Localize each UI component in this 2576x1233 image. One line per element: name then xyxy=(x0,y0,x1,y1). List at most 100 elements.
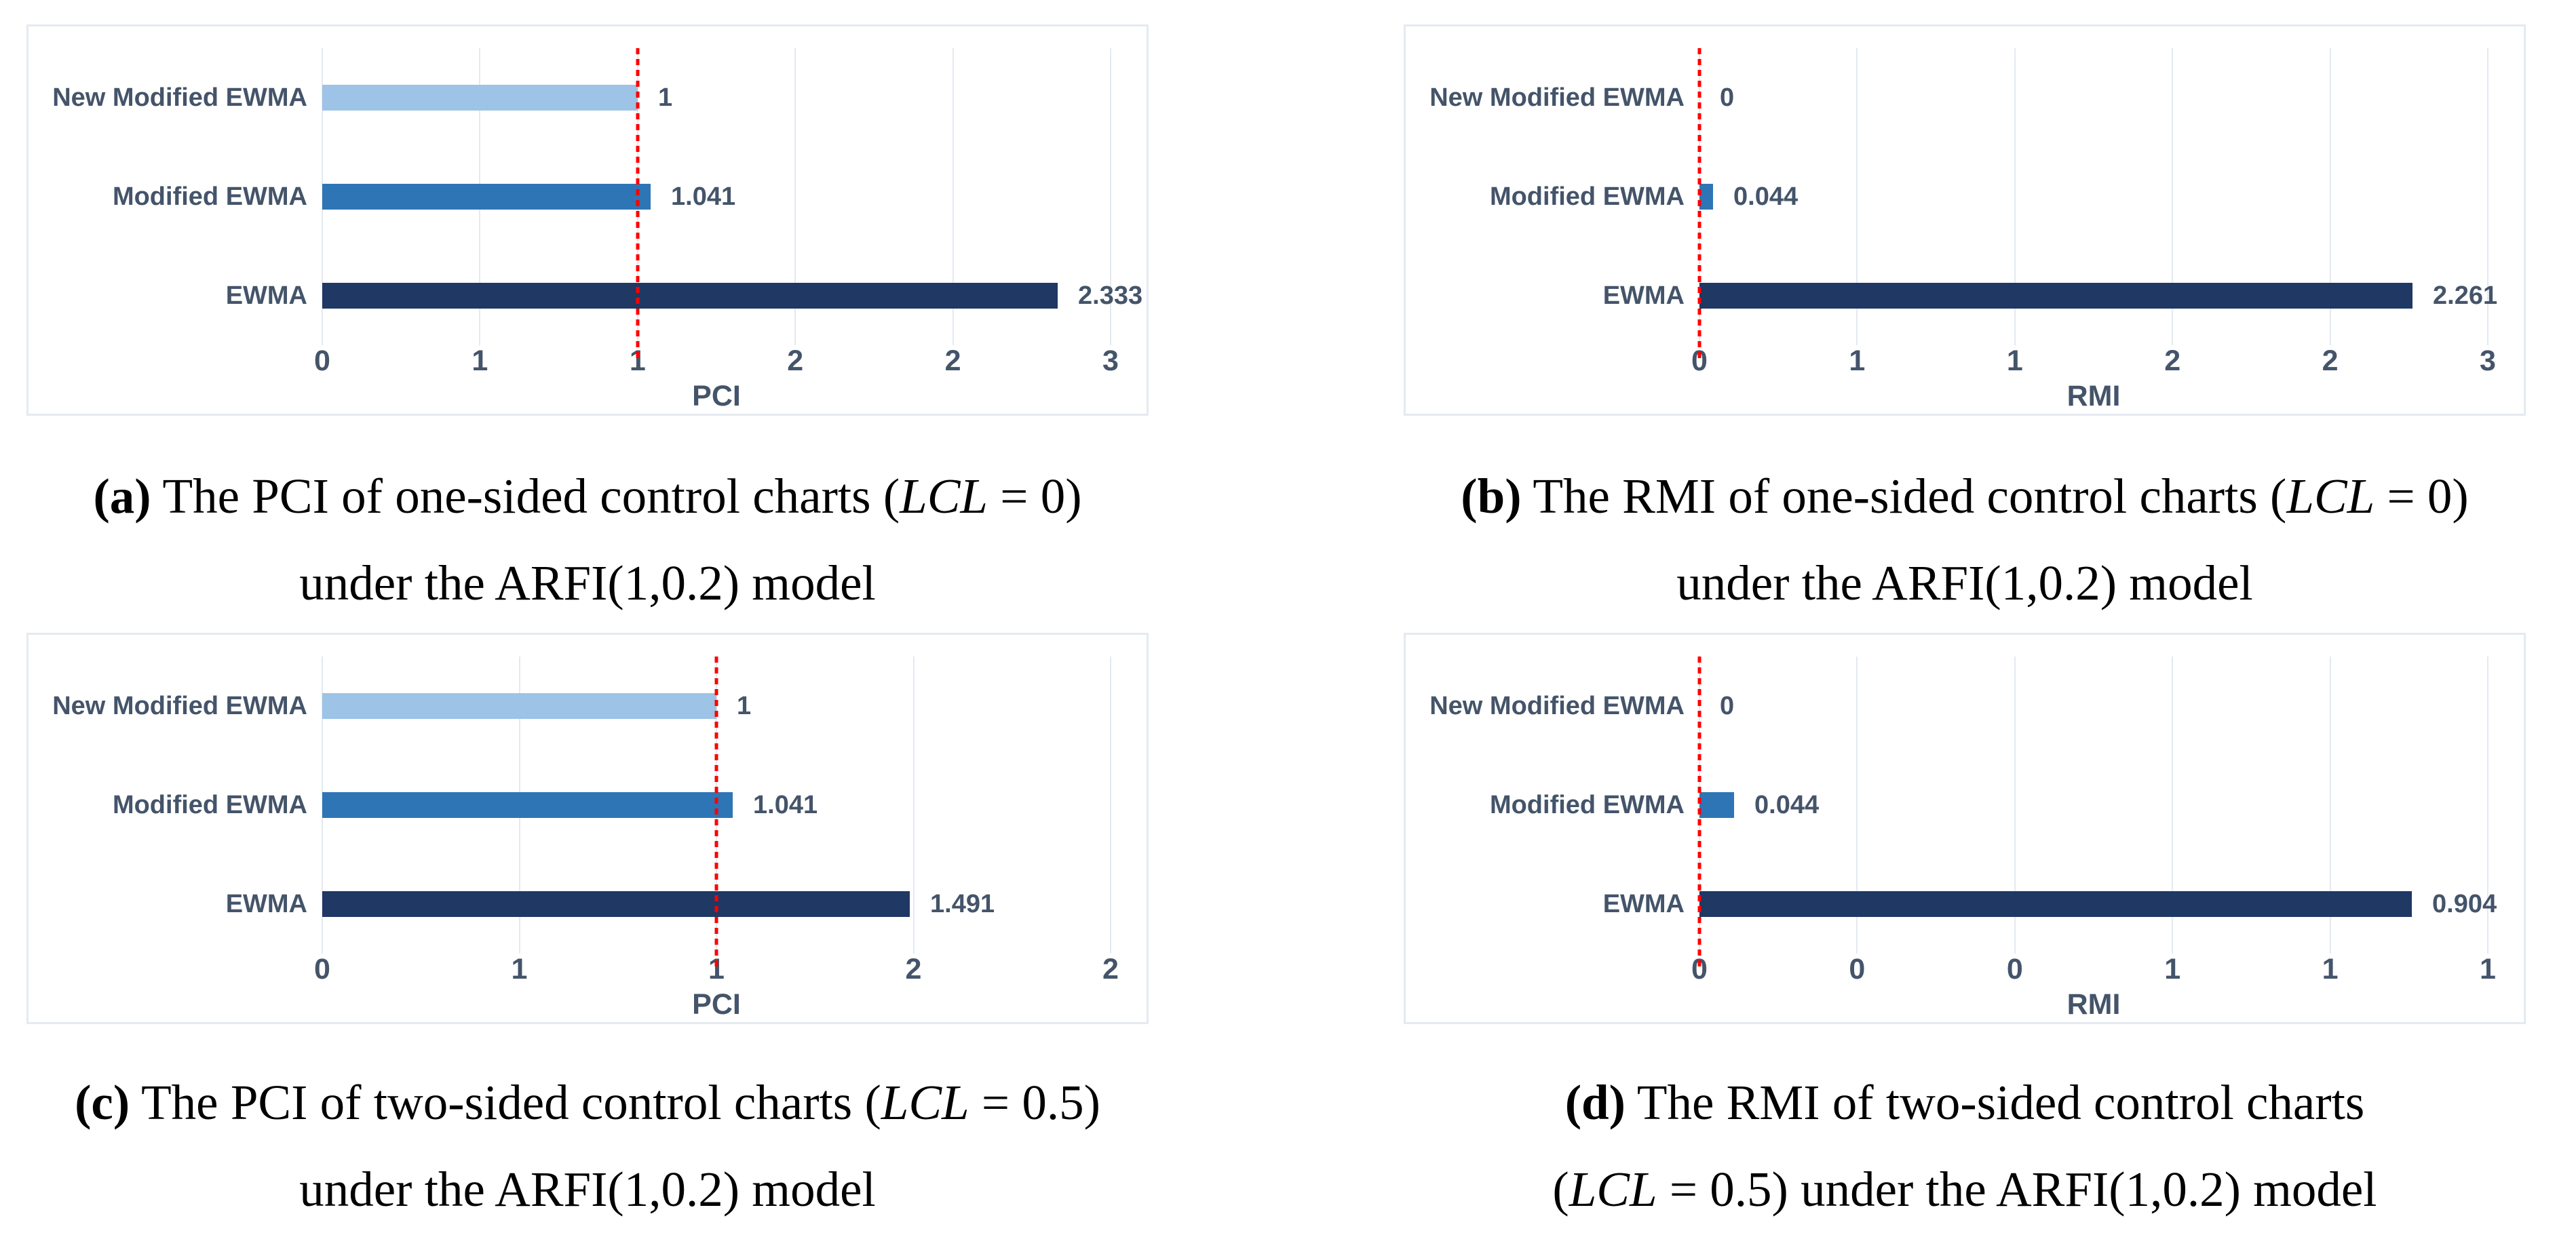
x-axis-title: PCI xyxy=(692,380,741,412)
caption-text: = 0) xyxy=(2375,469,2469,524)
x-tick-label: 1 xyxy=(2322,953,2339,985)
category-label: New Modified EWMA xyxy=(1429,692,1685,720)
bar-value-label: 1 xyxy=(658,83,673,112)
category-label: Modified EWMA xyxy=(1489,791,1685,819)
x-axis-title: PCI xyxy=(692,988,741,1021)
bar-modified-ewma xyxy=(322,184,651,210)
x-tick-label: 2 xyxy=(787,345,804,377)
gridline xyxy=(1110,657,1111,954)
bar-value-label: 0.044 xyxy=(1754,791,1820,819)
chart-panel-b: 0 1 1 2 2 3 New Modified EWMA 0 Modified EWMA 0.0… xyxy=(1404,24,2526,416)
x-tick-label: 1 xyxy=(472,345,488,377)
chart-a-plot: 0 1 1 2 2 3 New Modified EWMA 1 Modified EWMA 1.0… xyxy=(28,26,1147,414)
x-tick-label: 0 xyxy=(314,953,330,985)
caption-text: = 0.5) xyxy=(969,1075,1100,1130)
gridline xyxy=(2329,48,2331,345)
bar-new-modified-ewma xyxy=(322,693,716,719)
gridline xyxy=(1856,48,1858,345)
caption-text: under the ARFI(1,0.2) model xyxy=(1676,555,2253,610)
caption-text: = 0) xyxy=(988,469,1082,524)
bar-value-label: 1.041 xyxy=(671,182,736,211)
x-tick-label: 0 xyxy=(1691,953,1708,985)
caption-c: (c) The PCI of two-sided control charts … xyxy=(0,1059,1189,1233)
bar-ewma xyxy=(1699,891,2412,917)
x-axis-title: RMI xyxy=(2066,988,2121,1021)
caption-line: under the ARFI(1,0.2) model xyxy=(0,1146,1189,1233)
reference-line xyxy=(1697,48,1702,360)
bar-modified-ewma xyxy=(322,792,733,818)
bar-value-label: 2.333 xyxy=(1078,281,1143,310)
reference-line xyxy=(1697,657,1702,968)
x-axis-title: RMI xyxy=(2066,380,2121,412)
x-tick-label: 1 xyxy=(708,953,725,985)
reference-line xyxy=(636,48,640,360)
gridline xyxy=(2014,48,2016,345)
caption-italic-term: LCL xyxy=(900,469,988,524)
caption-line: (LCL = 0.5) under the ARFI(1,0.2) model xyxy=(1363,1146,2567,1233)
bar-value-label: 1.041 xyxy=(753,791,818,819)
x-tick-label: 2 xyxy=(2164,345,2181,377)
caption-line: under the ARFI(1,0.2) model xyxy=(1363,540,2567,627)
category-label: New Modified EWMA xyxy=(52,692,307,720)
gridline xyxy=(2487,48,2488,345)
x-tick-label: 0 xyxy=(1849,953,1866,985)
x-tick-label: 2 xyxy=(1102,953,1119,985)
caption-text: under the ARFI(1,0.2) model xyxy=(299,555,876,610)
bar-value-label: 0.044 xyxy=(1733,182,1799,211)
bar-value-label: 1 xyxy=(737,692,752,720)
category-label: EWMA xyxy=(225,281,307,310)
gridline xyxy=(1856,657,1858,954)
gridline xyxy=(2014,657,2016,954)
gridline xyxy=(2329,657,2331,954)
x-tick-label: 1 xyxy=(2164,953,2181,985)
caption-text: ( xyxy=(1552,1162,1569,1217)
category-label: EWMA xyxy=(225,890,307,918)
bar-value-label: 0 xyxy=(1720,692,1735,720)
bar-modified-ewma xyxy=(1699,792,1734,818)
chart-b-plot: 0 1 1 2 2 3 New Modified EWMA 0 Modified EWMA 0.0… xyxy=(1406,26,2524,414)
caption-a: (a) The PCI of one-sided control charts … xyxy=(0,453,1189,627)
bar-value-label: 1.491 xyxy=(930,890,995,918)
chart-panel-d: 0 0 0 1 1 1 New Modified EWMA 0 Modified EWMA 0.0… xyxy=(1404,633,2526,1024)
x-tick-label: 2 xyxy=(944,345,961,377)
caption-label: (a) xyxy=(93,469,151,524)
bar-ewma xyxy=(322,891,910,917)
caption-line: (b) The RMI of one-sided control charts … xyxy=(1363,453,2567,540)
category-label: Modified EWMA xyxy=(112,791,307,819)
caption-text: The RMI of two-sided control charts xyxy=(1625,1075,2365,1130)
caption-text: under the ARFI(1,0.2) model xyxy=(299,1162,876,1217)
caption-line: (a) The PCI of one-sided control charts … xyxy=(0,453,1189,540)
gridline xyxy=(952,48,954,345)
caption-label: (d) xyxy=(1564,1075,1626,1130)
bar-ewma xyxy=(1699,283,2412,309)
x-tick-label: 1 xyxy=(2480,953,2496,985)
gridline xyxy=(2172,48,2174,345)
x-tick-label: 0 xyxy=(314,345,330,377)
bar-modified-ewma xyxy=(1699,184,1713,210)
caption-line: (d) The RMI of two-sided control charts xyxy=(1363,1059,2567,1146)
x-tick-label: 1 xyxy=(1849,345,1866,377)
category-label: New Modified EWMA xyxy=(52,83,307,112)
x-tick-label: 2 xyxy=(2322,345,2339,377)
gridline xyxy=(1110,48,1111,345)
bar-value-label: 2.261 xyxy=(2433,281,2498,310)
gridline xyxy=(794,48,796,345)
caption-text: The RMI of one-sided control charts ( xyxy=(1521,469,2287,524)
x-tick-label: 1 xyxy=(511,953,528,985)
bar-new-modified-ewma xyxy=(322,85,638,111)
caption-label: (b) xyxy=(1461,469,1522,524)
category-label: New Modified EWMA xyxy=(1429,83,1685,112)
chart-panel-c: 0 1 1 2 2 New Modified EWMA 1 Modified EWMA 1.04… xyxy=(26,633,1149,1024)
chart-d-plot: 0 0 0 1 1 1 New Modified EWMA 0 Modified EWMA 0.0… xyxy=(1406,635,2524,1022)
chart-c-plot: 0 1 1 2 2 New Modified EWMA 1 Modified EWMA 1.04… xyxy=(28,635,1147,1022)
category-label: EWMA xyxy=(1602,281,1685,310)
caption-line: (c) The PCI of two-sided control charts … xyxy=(0,1059,1189,1146)
reference-line xyxy=(714,657,718,968)
bar-value-label: 0.904 xyxy=(2432,890,2497,918)
bar-ewma xyxy=(322,283,1058,309)
x-tick-label: 0 xyxy=(2006,953,2023,985)
bar-value-label: 0 xyxy=(1720,83,1735,112)
caption-italic-term: LCL xyxy=(881,1075,969,1130)
x-tick-label: 3 xyxy=(1102,345,1119,377)
x-tick-label: 1 xyxy=(629,345,646,377)
